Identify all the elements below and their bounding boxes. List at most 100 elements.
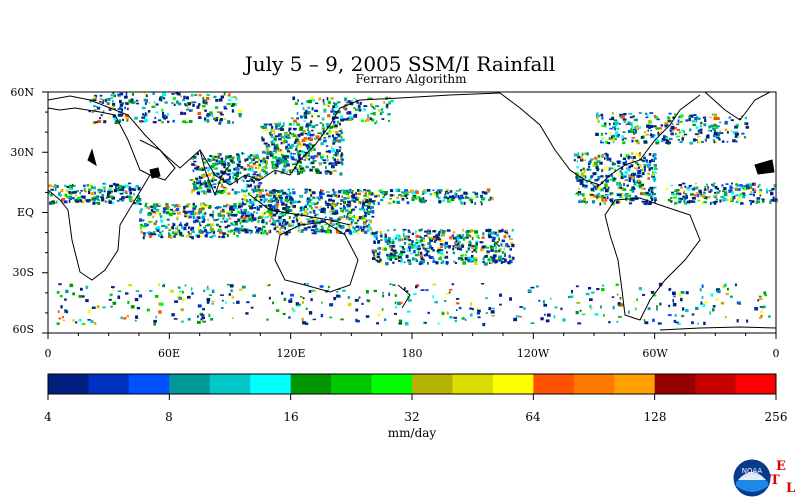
rain-pixel <box>411 242 414 246</box>
rain-pixel <box>388 101 391 105</box>
rain-pixel <box>233 172 238 176</box>
rain-pixel <box>577 155 581 159</box>
rain-pixel <box>50 201 54 205</box>
rain-pixel <box>720 196 723 198</box>
rain-pixel <box>334 103 338 106</box>
rain-pixel <box>147 110 151 113</box>
rain-pixel <box>670 197 673 199</box>
rain-pixel <box>656 305 658 309</box>
rain-pixel <box>163 207 167 211</box>
rain-pixel <box>459 234 461 238</box>
rain-pixel <box>613 177 617 180</box>
rain-pixel <box>673 319 677 323</box>
rain-pixel <box>271 223 275 226</box>
rain-pixel <box>628 112 633 115</box>
rain-pixel <box>266 148 270 152</box>
colorbar-swatch <box>128 374 170 394</box>
rain-pixel <box>473 249 476 252</box>
rain-pixel <box>691 197 696 200</box>
rain-pixel <box>257 167 260 169</box>
rain-pixel <box>206 167 211 170</box>
rain-pixel <box>404 193 408 198</box>
rain-pixel <box>596 198 600 201</box>
rain-pixel <box>664 123 669 127</box>
rain-pixel <box>705 135 710 139</box>
rain-pixel <box>680 297 683 302</box>
rain-pixel <box>364 230 368 234</box>
rain-pixel <box>233 203 237 206</box>
rain-pixel <box>209 155 212 157</box>
rain-pixel <box>173 103 176 106</box>
rain-pixel <box>412 245 414 248</box>
rain-pixel <box>306 100 310 103</box>
rain-pixel <box>116 188 120 190</box>
rain-pixel <box>494 247 497 250</box>
rain-pixel <box>143 118 148 122</box>
rain-pixel <box>142 236 145 240</box>
rain-pixel <box>606 157 610 159</box>
rain-pixel <box>174 209 178 212</box>
rain-pixel <box>444 300 447 303</box>
rain-pixel <box>456 247 461 251</box>
rain-pixel <box>388 244 392 248</box>
rain-pixel <box>217 230 219 232</box>
rain-pixel <box>596 288 600 291</box>
rain-pixel <box>550 297 552 300</box>
rain-pixel <box>674 314 677 317</box>
rain-pixel <box>317 217 319 222</box>
rain-pixel <box>288 188 290 192</box>
rain-pixel <box>355 229 359 232</box>
rain-pixel <box>99 94 103 97</box>
colorbar-tick-256: 256 <box>764 410 788 424</box>
rain-pixel <box>171 226 175 230</box>
rain-pixel <box>292 309 296 312</box>
rain-pixel <box>681 182 686 185</box>
rain-pixel <box>176 218 179 220</box>
rain-pixel <box>617 194 622 196</box>
rain-pixel <box>500 243 503 247</box>
rain-pixel <box>405 254 409 259</box>
rain-pixel <box>249 201 254 204</box>
rain-pixel <box>215 223 220 227</box>
rain-pixel <box>649 133 653 136</box>
rain-pixel <box>680 186 683 189</box>
rain-pixel <box>613 122 615 126</box>
rain-pixel <box>544 313 546 316</box>
rain-pixel <box>631 152 634 155</box>
rain-pixel <box>370 206 374 209</box>
rain-pixel <box>426 189 431 192</box>
rain-pixel <box>52 185 56 188</box>
rain-pixel <box>119 103 124 107</box>
rain-pixel <box>336 161 341 165</box>
rain-pixel <box>499 293 502 297</box>
rain-pixel <box>366 205 371 209</box>
rain-pixel <box>708 196 711 199</box>
rain-pixel <box>285 212 289 215</box>
rain-pixel <box>127 107 129 111</box>
rain-pixel <box>149 289 153 292</box>
rain-pixel <box>319 122 323 124</box>
rain-pixel <box>288 129 291 132</box>
rain-pixel <box>365 191 367 195</box>
rain-pixel <box>519 306 523 308</box>
rain-pixel <box>361 217 364 220</box>
rain-pixel <box>87 310 91 314</box>
rain-pixel <box>219 152 222 157</box>
rain-pixel <box>396 188 401 192</box>
rain-pixel <box>283 131 288 136</box>
rain-pixel <box>714 200 718 203</box>
rain-pixel <box>280 224 284 228</box>
rain-pixel <box>392 284 396 286</box>
rain-pixel <box>355 216 359 220</box>
rain-pixel <box>239 221 242 225</box>
rain-pixel <box>223 118 227 120</box>
rain-pixel <box>482 260 485 264</box>
rain-pixel <box>311 144 315 148</box>
rain-pixel <box>302 106 305 110</box>
rain-pixel <box>706 183 708 187</box>
rain-pixel <box>108 298 112 301</box>
rain-pixel <box>337 194 340 198</box>
rain-pixel <box>270 197 274 201</box>
rain-pixel <box>185 96 189 100</box>
rain-pixel <box>607 141 611 145</box>
